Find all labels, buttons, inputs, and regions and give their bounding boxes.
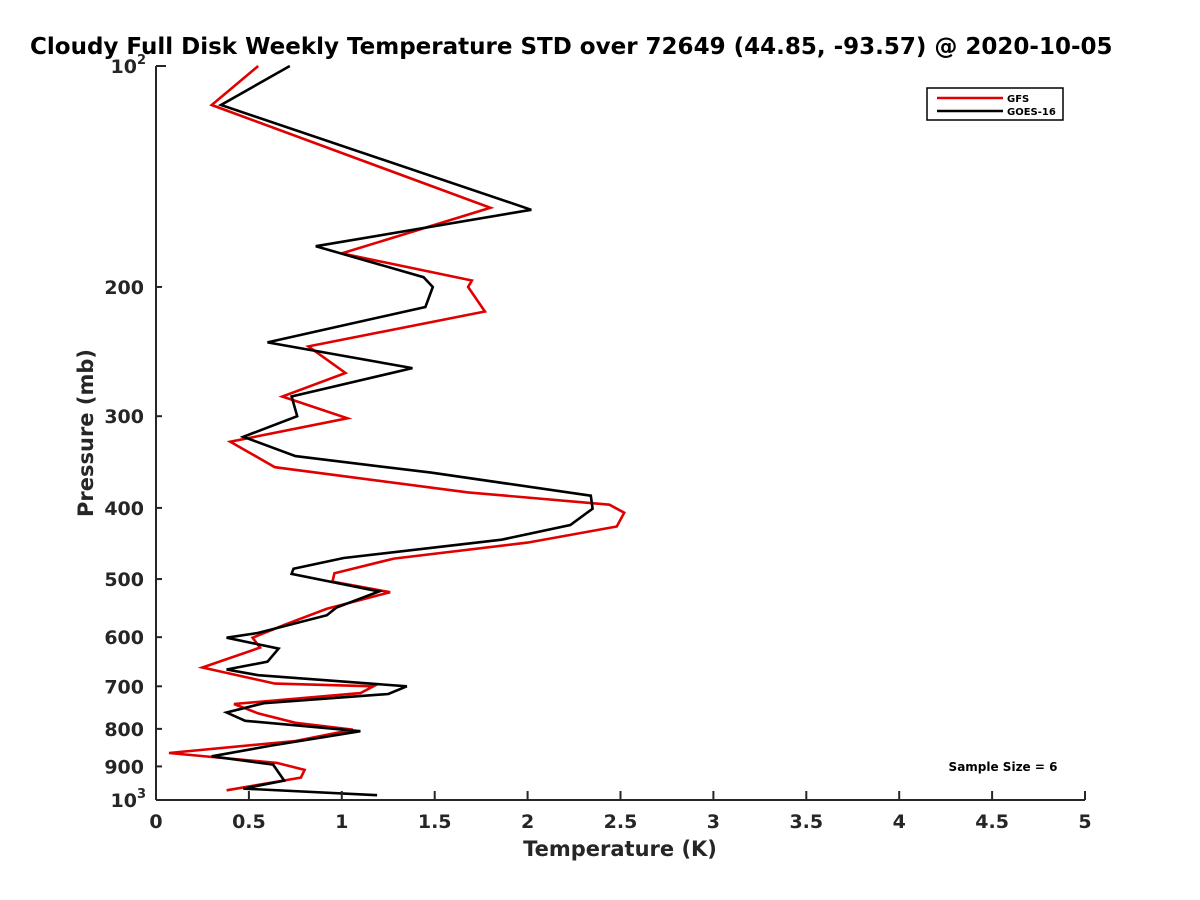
x-tick-label: 3 xyxy=(707,811,720,833)
x-tick-label: 0.5 xyxy=(232,811,266,833)
chart-title: Cloudy Full Disk Weekly Temperature STD … xyxy=(30,34,1113,60)
legend: GFS GOES-16 xyxy=(926,87,1064,121)
y-tick-label: 102 xyxy=(111,53,147,78)
x-axis-label: Temperature (K) xyxy=(523,837,717,861)
sample-size-annotation: Sample Size = 6 xyxy=(949,760,1058,774)
x-tick-label: 4 xyxy=(893,811,906,833)
y-tick-label: 700 xyxy=(104,676,144,698)
series-line-goes-16 xyxy=(211,64,594,797)
legend-box xyxy=(926,87,1064,121)
axes-layer: 0 0.5 1 1.5 2 2.5 3 3.5 4 4.5 5 102 200 300 400 500 600 7… xyxy=(104,53,1091,833)
legend-label: GOES-16 xyxy=(1007,107,1056,118)
legend-label: GFS xyxy=(1007,94,1029,105)
x-tick-label: 2 xyxy=(521,811,534,833)
series-line-gfs xyxy=(168,65,626,792)
y-tick-label: 103 xyxy=(111,787,147,812)
y-tick-label: 900 xyxy=(104,756,144,778)
x-tick-label: 5 xyxy=(1078,811,1091,833)
x-tick-label: 1.5 xyxy=(418,811,452,833)
x-tick-label: 0 xyxy=(149,811,162,833)
y-tick-label: 500 xyxy=(104,569,144,591)
x-tick-label: 1 xyxy=(335,811,348,833)
y-tick-label: 400 xyxy=(104,498,144,520)
y-tick-label: 300 xyxy=(104,406,144,428)
y-axis-label: Pressure (mb) xyxy=(74,349,98,517)
y-tick-label: 200 xyxy=(104,277,144,299)
x-tick-label: 2.5 xyxy=(604,811,638,833)
series-layer xyxy=(168,64,626,797)
y-tick-label: 800 xyxy=(104,719,144,741)
y-tick-label: 600 xyxy=(104,627,144,649)
x-tick-label: 4.5 xyxy=(975,811,1009,833)
x-tick-label: 3.5 xyxy=(789,811,823,833)
